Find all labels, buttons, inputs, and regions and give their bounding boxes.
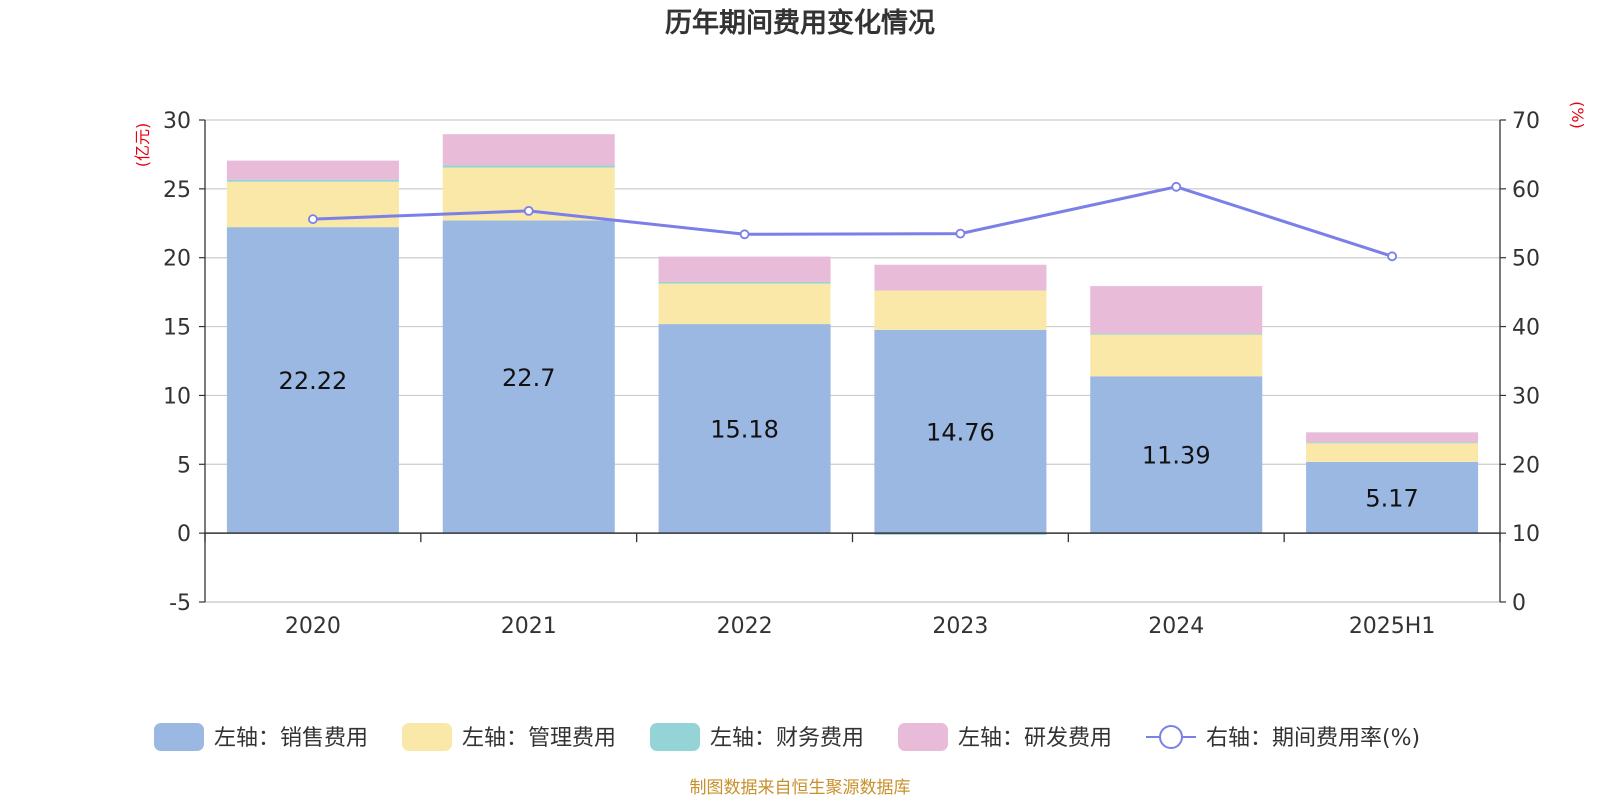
bar-segment: [226, 227, 399, 534]
rate-point: [1171, 181, 1182, 192]
bar-segment: [226, 160, 399, 180]
legend-swatch: [650, 723, 700, 751]
bar-segment: [874, 264, 1047, 291]
left-tick-label: 20: [163, 247, 191, 272]
rate-point: [739, 229, 750, 240]
bar-labels-group: 22.22 22.7 15.18 14.76 11.39 5.17: [279, 364, 1419, 513]
rate-point: [523, 205, 534, 216]
category-label: 2021: [501, 614, 557, 639]
right-tick-label: 60: [1512, 178, 1540, 203]
category-label: 2024: [1148, 614, 1204, 639]
bar-value-label: 15.18: [710, 416, 779, 444]
right-tick-label: 0: [1512, 591, 1526, 616]
bar-segment: [1306, 432, 1479, 443]
chart-title: 历年期间费用变化情况: [665, 7, 935, 39]
bar-value-label: 11.39: [1142, 442, 1211, 470]
bar-segment: [1090, 376, 1263, 534]
grid-lines: [205, 119, 1500, 603]
rate-point: [955, 228, 966, 239]
legend-label: 左轴：销售费用: [214, 726, 368, 751]
category-label: 2022: [717, 614, 773, 639]
left-tick-label: 10: [163, 384, 191, 409]
left-tick-label: 5: [177, 453, 191, 478]
left-axis-unit: (亿元): [133, 123, 152, 168]
legend-label: 左轴：研发费用: [958, 726, 1112, 751]
bar-segment: [874, 290, 1047, 330]
right-tick-label: 50: [1512, 247, 1540, 272]
left-tick-label: 30: [163, 109, 191, 134]
rate-point: [1387, 251, 1397, 262]
legend-swatch: [402, 723, 452, 751]
right-tick-label: 70: [1512, 109, 1540, 134]
rate-line: [312, 185, 1393, 258]
bar-segment: [658, 281, 831, 284]
right-tick-label: 40: [1512, 316, 1540, 341]
rate-point: [308, 214, 318, 225]
bar-segment: [658, 324, 831, 534]
legend: 左轴：销售费用 左轴：管理费用 左轴：财务费用 左轴：研发费用 右轴：期间费用率(%): [154, 723, 1420, 751]
rate-line-group: [308, 181, 1397, 262]
bar-value-label: 5.17: [1365, 485, 1418, 513]
right-axis-unit: (%): [1568, 101, 1587, 129]
bar-segment: [874, 329, 1047, 534]
bar-segment: [1306, 442, 1479, 444]
legend-marker-swatch: [1159, 725, 1183, 749]
bar-segment: [1090, 334, 1263, 377]
bar-segment: [442, 134, 615, 166]
legend-swatch: [154, 723, 204, 751]
left-tick-label: 15: [163, 316, 191, 341]
bar-segment: [442, 220, 615, 534]
legend-swatch: [898, 723, 948, 751]
axes-group: -5 0 5 10 15 20 25 30 0 10 20 30 40 50 60 70 2020 2021 202…: [163, 109, 1540, 639]
bar-segment: [658, 283, 831, 325]
bars-group: [226, 134, 1479, 535]
left-tick-label: 25: [163, 178, 191, 203]
left-tick-label: 0: [177, 522, 191, 547]
right-tick-label: 20: [1512, 453, 1540, 478]
bar-segment: [1090, 333, 1263, 335]
category-label: 2023: [932, 614, 988, 639]
legend-label: 左轴：管理费用: [462, 726, 616, 751]
legend-label: 左轴：财务费用: [710, 726, 864, 751]
source-note: 制图数据来自恒生聚源数据库: [690, 778, 911, 798]
bar-value-label: 22.7: [502, 364, 555, 392]
bar-segment: [874, 533, 1047, 535]
bar-segment: [658, 256, 831, 282]
bar-segment: [226, 179, 399, 182]
left-tick-label: -5: [169, 591, 191, 616]
bar-segment: [1090, 286, 1263, 334]
bar-segment: [1306, 442, 1479, 462]
bar-value-label: 22.22: [279, 367, 348, 395]
bar-segment: [442, 165, 615, 168]
category-label: 2020: [285, 614, 341, 639]
legend-label: 右轴：期间费用率(%): [1206, 726, 1420, 751]
bar-value-label: 14.76: [926, 419, 995, 447]
bar-segment: [1306, 461, 1479, 534]
right-tick-label: 30: [1512, 384, 1540, 409]
category-label: 2025H1: [1349, 614, 1436, 639]
right-tick-label: 10: [1512, 522, 1540, 547]
